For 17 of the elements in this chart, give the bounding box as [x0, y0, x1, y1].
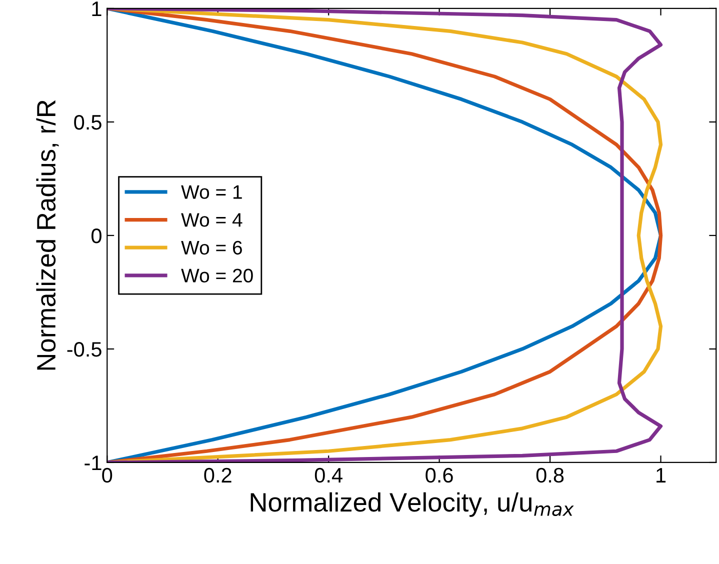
legend-label: Wo = 1 [181, 185, 242, 199]
x-tick-label: 0.8 [536, 468, 564, 483]
y-tick-label: 1 [92, 2, 102, 16]
x-tick-label: 0.6 [426, 468, 453, 483]
legend-label: Wo = 20 [181, 268, 253, 282]
y-tick-label: 0.5 [74, 114, 102, 130]
x-tick-label: 0 [102, 468, 112, 483]
legend-label: Wo = 6 [181, 240, 242, 255]
y-tick-label: -0.5 [67, 342, 102, 357]
y-tick-label: -1 [84, 456, 102, 470]
y-tick-label: 0 [92, 228, 102, 244]
x-tick-label: 0.2 [204, 468, 232, 483]
legend-label: Wo = 4 [181, 213, 242, 227]
y-axis-title: Normalized Radius, r/R [36, 100, 59, 370]
x-tick-label: 0.4 [314, 468, 342, 483]
x-tick-label: 1 [656, 468, 666, 482]
x-axis-title: Normalized Velocity, u/u$_{max}$ [250, 492, 574, 517]
